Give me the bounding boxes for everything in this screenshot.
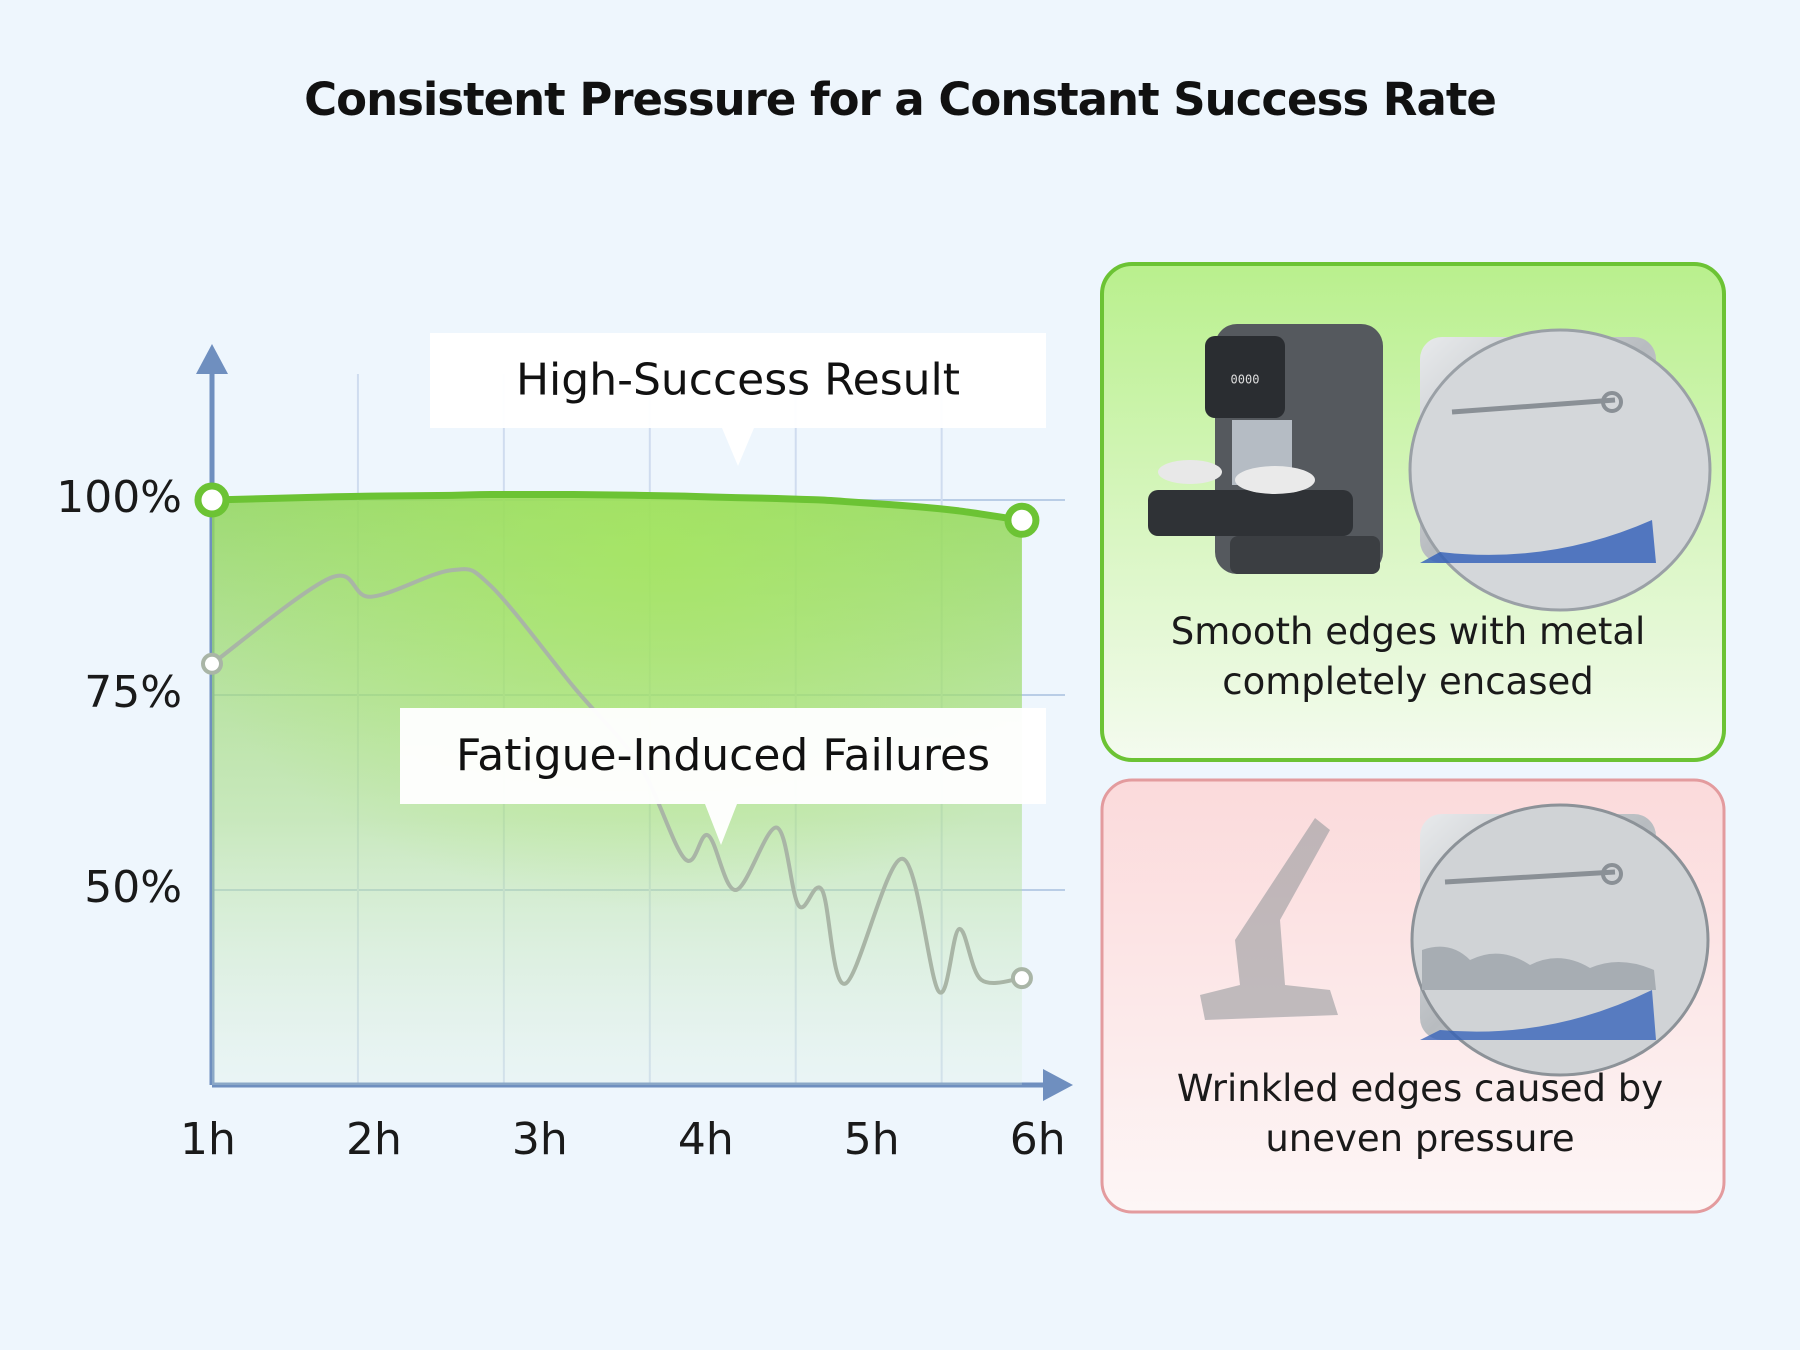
point-marker xyxy=(201,652,223,675)
x-tick-label: 3h xyxy=(512,1114,568,1165)
callout-box xyxy=(430,333,1046,466)
panel-caption: Smooth edges with metal completely encas… xyxy=(1170,610,1646,703)
x-tick-label: 4h xyxy=(678,1114,734,1165)
machine-picture: 0000 xyxy=(1148,324,1383,574)
series-line xyxy=(210,567,1024,995)
callout-label: Fatigue-Induced Failures xyxy=(456,730,990,781)
y-tick-label: 100% xyxy=(56,472,182,523)
wrinkled-pin-picture xyxy=(1410,803,1710,1077)
x-tick-label: 6h xyxy=(1010,1114,1066,1165)
series-callout: High-Success Result xyxy=(430,333,1046,466)
y-tick-label: 75% xyxy=(84,667,182,718)
x-axis-arrow xyxy=(1043,1069,1073,1101)
press-picture xyxy=(1200,818,1338,1020)
callout-label: High-Success Result xyxy=(516,355,960,406)
plot-area: 50% 75% 100% 1h 2h 3h 4h 5h 6h High-Success Resul… xyxy=(56,333,1073,1165)
point-marker xyxy=(1010,967,1033,990)
x-tick-label: 5h xyxy=(844,1114,900,1165)
panel-caption: Wrinkled edges caused by uneven pressure xyxy=(1176,1067,1664,1160)
success-panel: 0000 xyxy=(1100,262,1726,762)
y-tick-label: 50% xyxy=(84,862,182,913)
callout-box xyxy=(400,708,1046,845)
point-marker xyxy=(1004,502,1040,538)
series-callout: Fatigue-Induced Failures xyxy=(400,708,1046,845)
x-tick-label: 2h xyxy=(346,1114,402,1165)
y-axis-arrow xyxy=(196,344,228,374)
chart-title: Consistent Pressure for a Constant Succe… xyxy=(304,73,1496,126)
series-line xyxy=(208,490,1026,524)
x-tick-label: 1h xyxy=(180,1114,236,1165)
svg-text:0000: 0000 xyxy=(1231,373,1260,387)
failure-panel xyxy=(1100,778,1726,1214)
point-marker xyxy=(194,482,230,518)
smooth-pin-picture xyxy=(1408,328,1712,612)
